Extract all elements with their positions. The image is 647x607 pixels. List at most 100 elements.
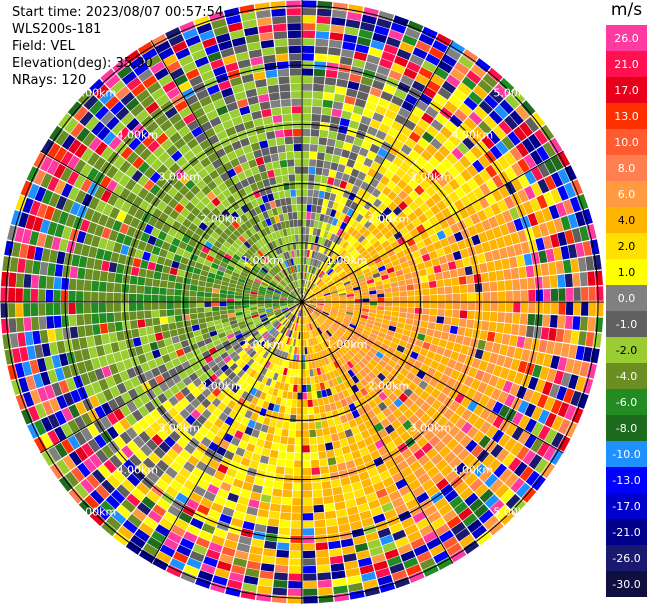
velocity-gate <box>294 331 298 339</box>
velocity-gate <box>251 254 260 262</box>
velocity-gate <box>272 347 278 356</box>
range-ring-label: 1.00km <box>242 338 284 351</box>
velocity-gate <box>427 466 440 479</box>
velocity-gate <box>216 520 230 532</box>
velocity-gate <box>354 329 363 336</box>
range-ring-label: 1.00km <box>242 254 284 267</box>
velocity-gate <box>486 331 496 342</box>
velocity-gate <box>114 395 126 408</box>
velocity-gate <box>159 302 167 310</box>
velocity-gate <box>348 151 358 161</box>
velocity-gate <box>119 223 130 235</box>
velocity-gate <box>315 421 322 430</box>
velocity-gate <box>128 137 142 151</box>
velocity-gate <box>346 575 362 585</box>
velocity-gate <box>358 197 368 207</box>
velocity-gate <box>309 296 316 300</box>
velocity-gate <box>316 303 324 306</box>
velocity-gate <box>253 371 261 380</box>
velocity-gate <box>215 343 224 351</box>
velocity-gate <box>256 86 269 96</box>
velocity-gate <box>77 462 91 478</box>
velocity-gate <box>334 245 342 253</box>
velocity-gate <box>469 338 479 348</box>
velocity-gate <box>199 139 211 150</box>
velocity-gate <box>372 32 388 44</box>
velocity-gate <box>241 416 250 426</box>
velocity-gate <box>302 400 308 408</box>
velocity-gate <box>443 245 453 255</box>
velocity-gate <box>421 131 434 143</box>
velocity-gate <box>271 595 287 604</box>
velocity-gate <box>248 49 262 59</box>
velocity-gate <box>220 172 230 182</box>
velocity-gate <box>290 528 302 536</box>
velocity-gate <box>64 471 79 487</box>
velocity-gate <box>434 272 444 281</box>
velocity-gate <box>117 64 133 79</box>
velocity-gate <box>128 302 137 312</box>
velocity-gate <box>23 288 31 302</box>
velocity-gate <box>330 563 345 572</box>
velocity-gate <box>413 466 426 479</box>
velocity-gate <box>283 129 293 137</box>
velocity-gate <box>223 94 236 105</box>
velocity-gate <box>275 287 283 292</box>
velocity-gate <box>372 513 386 524</box>
velocity-gate <box>32 260 41 275</box>
velocity-gate <box>303 264 306 272</box>
velocity-gate <box>40 156 53 172</box>
velocity-gate <box>295 422 302 430</box>
velocity-gate <box>279 83 291 92</box>
velocity-gate <box>291 361 296 370</box>
velocity-gate <box>442 420 455 433</box>
velocity-gate <box>292 273 296 281</box>
velocity-gate <box>267 518 280 527</box>
velocity-gate <box>317 318 323 324</box>
velocity-gate <box>311 384 317 392</box>
velocity-gate <box>73 350 84 363</box>
velocity-gate <box>91 313 100 324</box>
velocity-gate <box>158 151 170 164</box>
velocity-gate <box>292 392 298 400</box>
velocity-gate <box>550 155 564 171</box>
velocity-gate <box>317 269 323 277</box>
velocity-gate <box>269 317 277 323</box>
velocity-gate <box>206 191 216 201</box>
velocity-gate <box>153 271 162 280</box>
velocity-gate <box>119 431 132 445</box>
velocity-gate <box>325 69 338 79</box>
velocity-gate <box>280 343 286 351</box>
velocity-gate <box>359 317 368 323</box>
velocity-gate <box>95 200 107 213</box>
velocity-gate <box>272 435 281 444</box>
velocity-gate <box>131 170 143 183</box>
velocity-gate <box>107 193 119 206</box>
velocity-gate <box>311 258 316 266</box>
velocity-gate <box>320 412 327 421</box>
velocity-gate <box>218 182 228 193</box>
velocity-gate <box>292 290 298 297</box>
velocity-gate <box>347 296 355 300</box>
velocity-gate <box>323 291 331 295</box>
velocity-gate <box>353 313 361 318</box>
velocity-gate <box>297 309 300 317</box>
velocity-gate <box>29 231 40 246</box>
velocity-gate <box>421 442 433 454</box>
velocity-gate <box>380 368 390 378</box>
velocity-gate <box>203 556 218 568</box>
velocity-gate <box>115 232 126 244</box>
velocity-gate <box>219 302 227 307</box>
velocity-gate <box>244 426 254 436</box>
velocity-gate <box>165 27 182 40</box>
velocity-gate <box>518 266 527 279</box>
velocity-gate <box>322 427 331 436</box>
velocity-gate <box>292 128 302 137</box>
velocity-gate <box>250 291 258 295</box>
velocity-gate <box>207 509 221 520</box>
velocity-gate <box>332 377 339 386</box>
velocity-gate <box>226 347 235 355</box>
velocity-gate <box>398 392 409 403</box>
velocity-gate <box>214 568 230 579</box>
velocity-gate <box>258 326 266 333</box>
